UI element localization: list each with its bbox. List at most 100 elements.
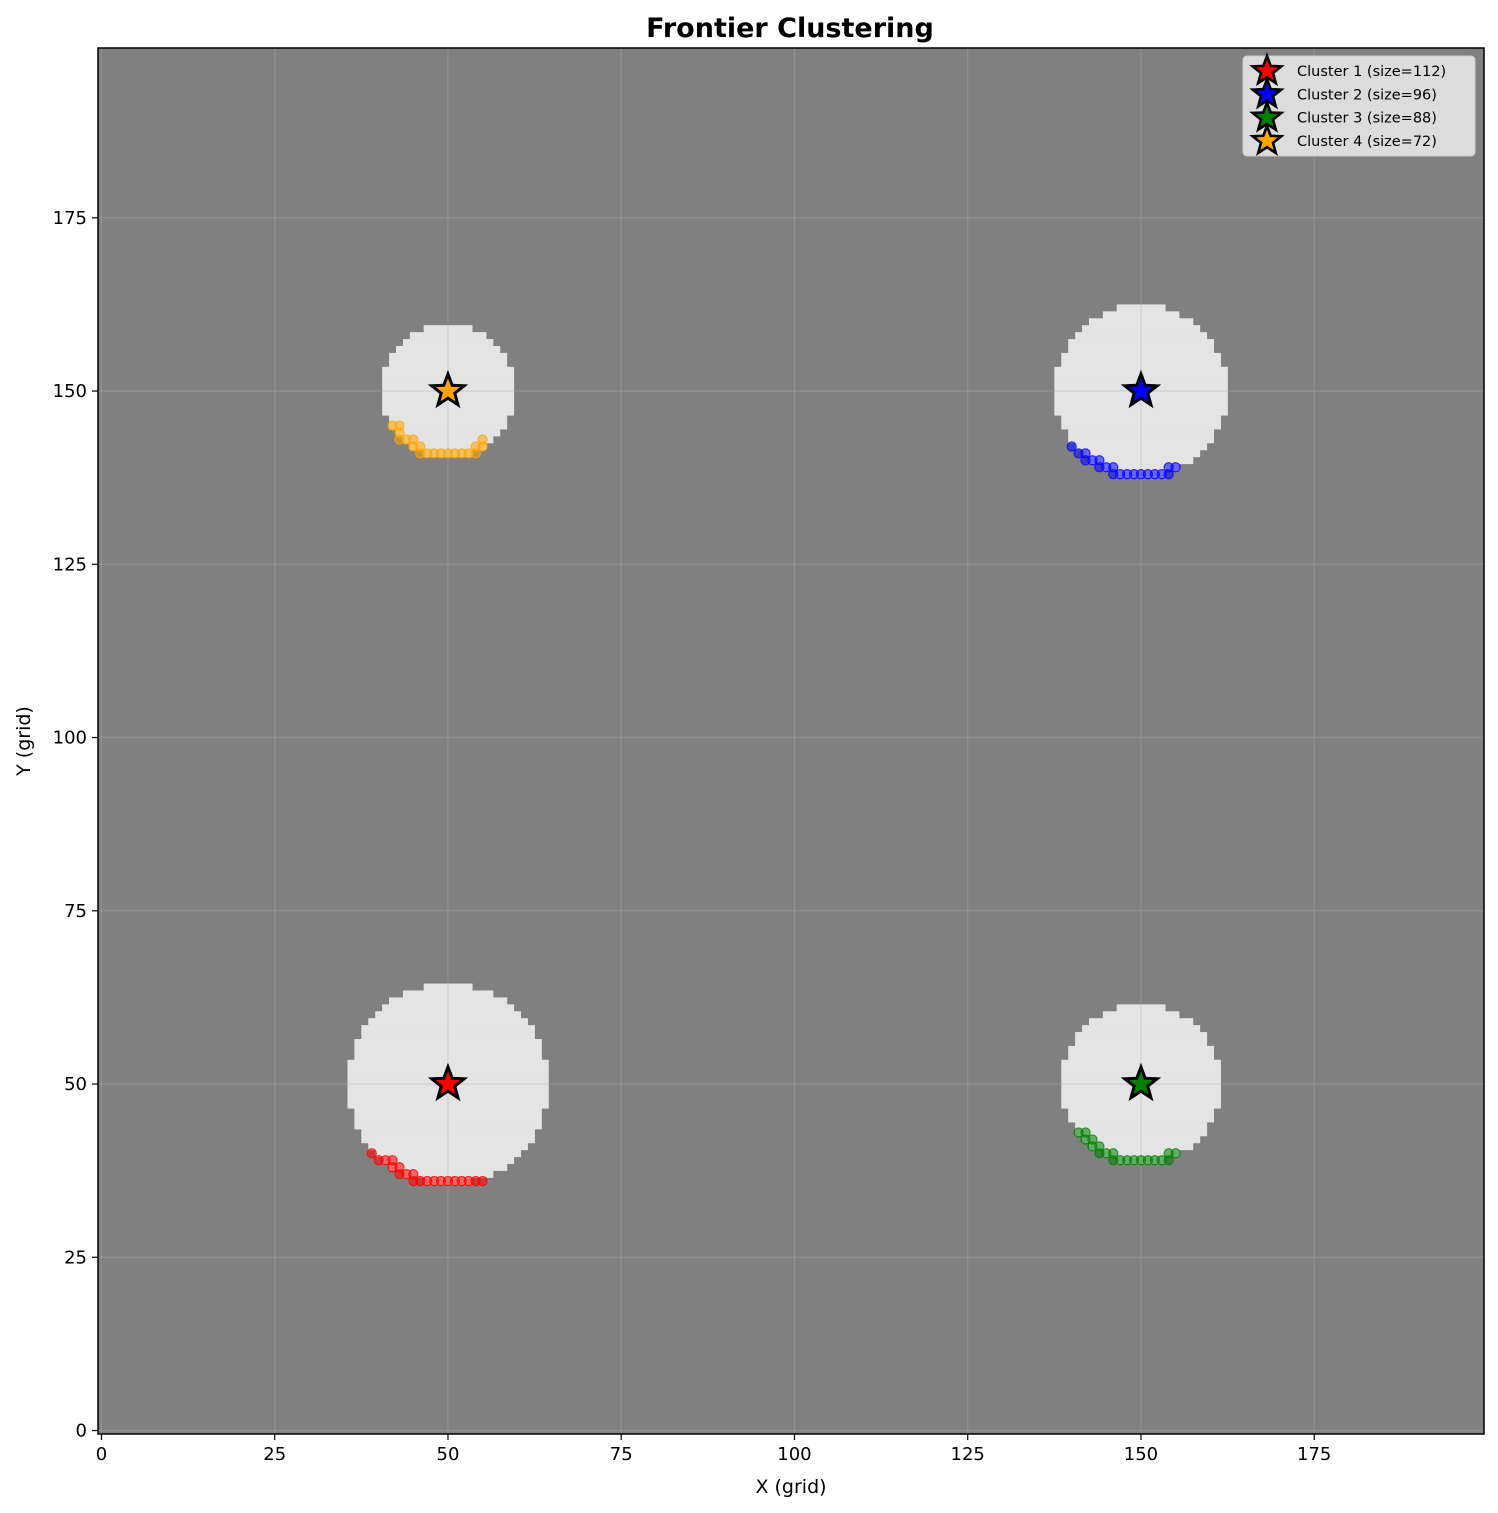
- x-tick-label: 75: [610, 1444, 633, 1465]
- frontier-points: [366, 420, 1181, 1187]
- explored-row: [1061, 352, 1221, 361]
- legend-label: Cluster 1 (size=112): [1297, 64, 1446, 80]
- explored-row: [361, 1136, 535, 1144]
- explored-row: [1068, 1052, 1215, 1061]
- explored-row: [382, 408, 515, 416]
- explored-row: [1061, 359, 1221, 368]
- y-tick-label: 100: [53, 728, 87, 749]
- legend-box: [1242, 55, 1476, 157]
- x-tick-label: 150: [1124, 1444, 1158, 1465]
- explored-row: [1116, 1004, 1166, 1012]
- x-tick-label: 100: [777, 1444, 811, 1465]
- y-tick-label: 175: [53, 208, 87, 229]
- explored-row: [1082, 1025, 1201, 1033]
- explored-row: [402, 1170, 494, 1178]
- explored-row: [402, 436, 494, 444]
- explored-row: [1061, 1101, 1221, 1109]
- explored-row: [1102, 1149, 1180, 1158]
- cluster-points: [366, 1148, 488, 1187]
- frontier-point: [1066, 441, 1077, 452]
- frontier-point: [477, 1175, 488, 1187]
- explored-row: [1068, 1045, 1215, 1054]
- explored-row: [1075, 332, 1208, 340]
- legend-star: [1249, 122, 1285, 157]
- x-tick-label: 175: [1297, 1444, 1331, 1465]
- explored-row: [389, 997, 508, 1005]
- explored-row: [1082, 1136, 1201, 1144]
- explored-row: [1116, 304, 1166, 312]
- centroid-star: [1120, 369, 1162, 409]
- explored-row: [354, 1038, 542, 1047]
- explored-row: [389, 415, 508, 423]
- y-tick-label: 150: [53, 381, 87, 402]
- legend-label: Cluster 3 (size=88): [1297, 111, 1437, 127]
- explored-row: [1068, 345, 1215, 354]
- explored-row: [389, 1163, 508, 1171]
- frontier-point: [1170, 462, 1181, 473]
- plot-frame: [97, 47, 1485, 1435]
- occupancy-grid: [98, 48, 1484, 1434]
- frontier-point: [366, 1148, 377, 1159]
- explored-row: [1075, 443, 1208, 451]
- centroid-star: [427, 369, 469, 409]
- explored-row: [423, 325, 473, 333]
- explored-row: [1054, 401, 1228, 409]
- cluster-centroids: [427, 369, 1162, 1102]
- explored-row: [1075, 1129, 1208, 1137]
- cluster-points: [1066, 441, 1181, 480]
- explored-row: [1102, 463, 1180, 472]
- centroid-star: [1120, 1062, 1162, 1102]
- x-axis: 0 25 50 75 100 125 150 175: [96, 1434, 1331, 1465]
- explored-row: [389, 359, 508, 368]
- explored-row: [382, 1004, 515, 1012]
- explored-row: [361, 1129, 535, 1137]
- explored-row: [1054, 408, 1228, 416]
- y-tick-label: 0: [76, 1421, 87, 1442]
- explored-row: [402, 990, 494, 998]
- y-axis-label: Y (grid): [13, 706, 35, 777]
- cluster-points: [387, 420, 488, 459]
- frontier-point: [477, 434, 488, 445]
- explored-row: [354, 1045, 542, 1054]
- explored-row: [368, 1142, 528, 1151]
- explored-row: [347, 1094, 549, 1102]
- explored-row: [354, 1052, 542, 1061]
- explored-row: [1068, 436, 1215, 444]
- explored-row: [368, 1018, 528, 1026]
- explored-row: [361, 1025, 535, 1033]
- explored-row: [382, 401, 515, 409]
- y-tick-label: 50: [64, 1074, 87, 1095]
- explored-row: [1061, 415, 1221, 423]
- x-axis-label: X (grid): [755, 1476, 826, 1498]
- explored-row: [1082, 325, 1201, 333]
- x-tick-label: 25: [263, 1444, 286, 1465]
- explored-row: [1088, 1142, 1194, 1151]
- explored-row: [1068, 1115, 1215, 1123]
- explored-row: [1068, 1108, 1215, 1116]
- explored-row: [1102, 311, 1180, 319]
- explored-row: [1088, 1018, 1194, 1026]
- explored-row: [1075, 1122, 1208, 1130]
- x-tick-label: 125: [951, 1444, 985, 1465]
- explored-row: [382, 1156, 515, 1165]
- explored-row: [395, 345, 501, 354]
- explored-row: [354, 1122, 542, 1130]
- explored-row: [354, 1115, 542, 1123]
- explored-row: [1075, 1038, 1208, 1047]
- explored-row: [389, 422, 508, 430]
- explored-row: [409, 443, 487, 451]
- explored-row: [361, 1032, 535, 1040]
- explored-row: [375, 1011, 522, 1019]
- explored-row: [1082, 449, 1201, 458]
- legend: Cluster 1 (size=112) Cluster 2 (size=96) C…: [1242, 52, 1476, 157]
- explored-row: [1088, 456, 1194, 465]
- explored-row: [1061, 1094, 1221, 1102]
- explored-row: [409, 332, 487, 340]
- y-tick-label: 25: [64, 1247, 87, 1268]
- explored-row: [423, 983, 473, 991]
- explored-row: [1068, 429, 1215, 437]
- grid-lines: [98, 48, 1484, 1434]
- explored-row: [375, 1149, 522, 1158]
- frontier-point: [1170, 1148, 1181, 1159]
